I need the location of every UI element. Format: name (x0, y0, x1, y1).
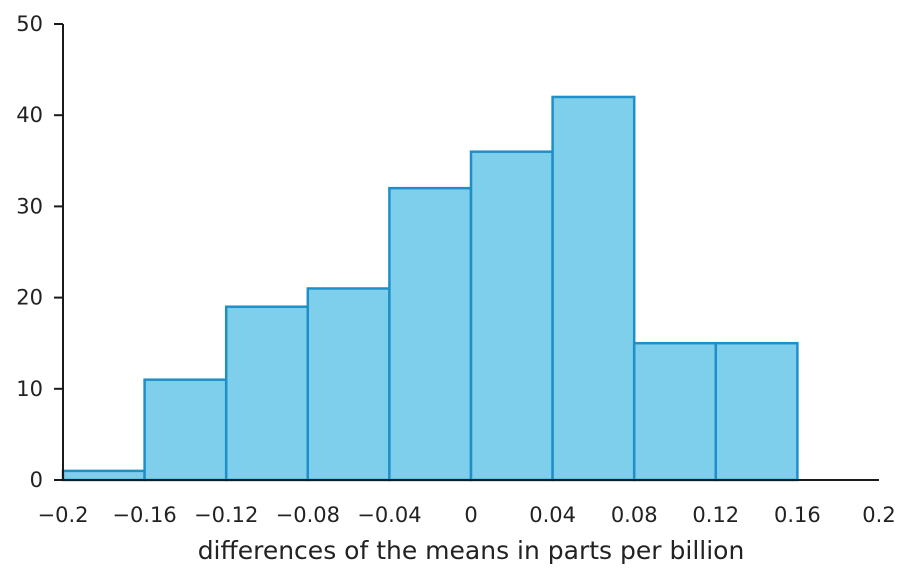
y-tick-label: 30 (16, 194, 43, 218)
x-tick-label: −0.04 (357, 503, 421, 527)
x-axis-title: differences of the means in parts per bi… (198, 536, 745, 565)
x-ticks-group: −0.2 −0.16 −0.12 −0.08 −0.04 0 0.04 0.08 0.12 0.1… (38, 503, 896, 527)
y-tick-label: 20 (16, 286, 43, 310)
x-tick-label: −0.16 (112, 503, 176, 527)
histogram-bar (143, 378, 228, 482)
x-tick-label: −0.08 (276, 503, 340, 527)
x-tick-label: −0.2 (38, 503, 89, 527)
x-tick-label: 0.08 (611, 503, 658, 527)
x-tick-label: 0.12 (692, 503, 739, 527)
y-tick-label: 50 (16, 12, 43, 36)
x-tick-label: 0.16 (774, 503, 821, 527)
histogram-bar (632, 341, 718, 482)
y-tick-label: 10 (16, 377, 43, 401)
bars-group (61, 95, 799, 482)
histogram-bar (388, 186, 473, 482)
y-ticks-group: 0 10 20 30 40 50 (16, 12, 63, 492)
x-tick-label: 0 (464, 503, 477, 527)
y-tick-label: 0 (30, 468, 43, 492)
x-tick-label: 0.2 (862, 503, 895, 527)
y-tick-label: 40 (16, 103, 43, 127)
histogram-bar (551, 95, 636, 482)
axes-group (62, 24, 879, 481)
histogram-bar (714, 341, 799, 482)
histogram-bar (469, 150, 554, 482)
histogram-bar (306, 287, 391, 482)
x-tick-label: 0.04 (529, 503, 576, 527)
histogram-bar (61, 469, 146, 482)
histogram-bar (224, 305, 310, 482)
x-tick-label: −0.12 (194, 503, 258, 527)
